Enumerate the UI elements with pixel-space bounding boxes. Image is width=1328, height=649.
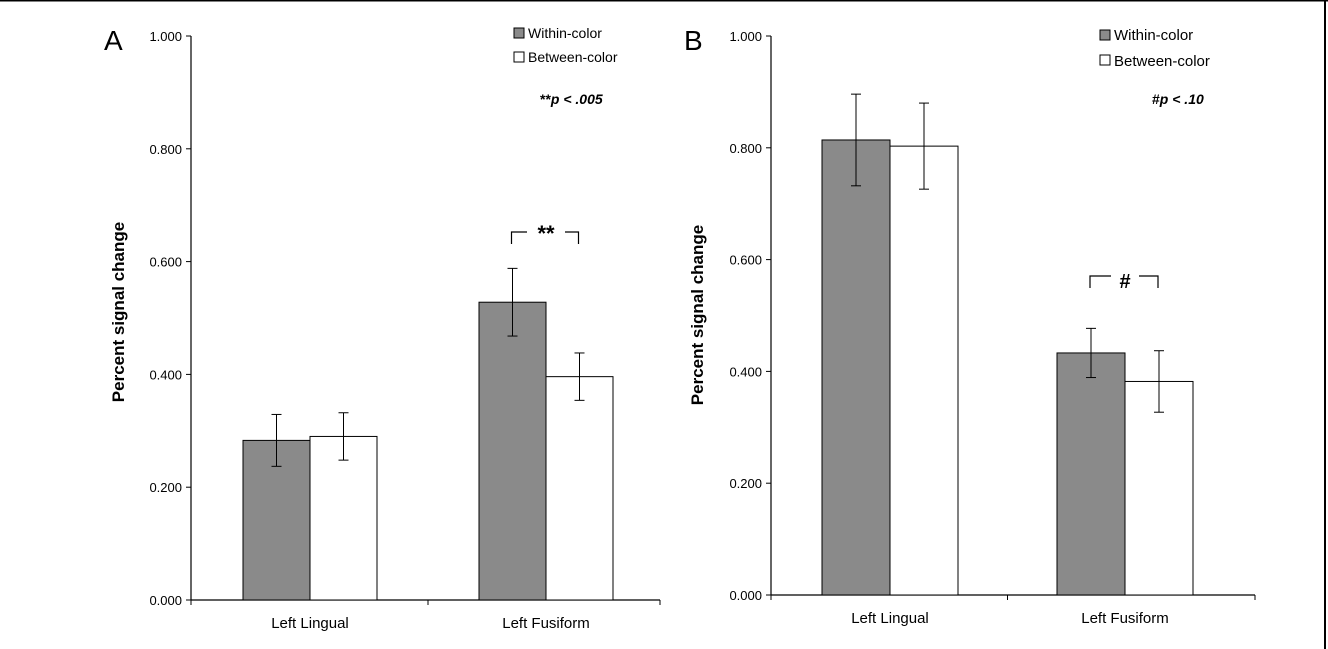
bar-between-color [889,145,959,596]
bar-between-color [1124,380,1194,596]
x-category-label: Left Lingual [271,615,349,632]
bar-between-color [309,435,378,601]
legend-label-between: Between-color [528,49,618,65]
y-tick-label: 0.400 [149,367,182,382]
bracket-marker: ** [537,221,555,246]
x-category-label: Left Lingual [851,610,929,627]
sig-text: p < .005 [550,91,603,107]
sig-text: p < .10 [1159,91,1204,107]
y-tick-label: 0.600 [149,255,182,270]
bar-within-color [821,139,891,596]
panel-a-significance-note: **p < .005 [540,91,603,107]
bar-between-color [545,376,614,601]
legend-swatch-between [1099,54,1111,66]
significance-bracket [510,231,580,244]
legend-swatch-within [513,27,525,39]
panel-b-x-categories: Left Lingual Left Fusiform [851,610,1169,627]
y-tick-label: 0.000 [149,593,182,608]
panel-a-x-categories: Left Lingual Left Fusiform [271,615,590,632]
legend-label-between: Between-color [1114,53,1210,70]
legend-swatch-within [1099,29,1111,41]
y-tick-label: 0.800 [149,142,182,157]
y-tick-label: 0.200 [729,476,762,491]
panel-a-ylabel: Percent signal change [109,222,128,402]
bracket-marker: # [1119,271,1130,293]
bar-within-color [478,301,547,601]
panel-a-legend: Within-color Between-color [513,25,618,65]
panel-a-y-ticks: 0.000 0.200 0.400 0.600 0.800 1.000 [149,29,182,608]
bar-within-color [242,439,311,601]
chart-panel-b: B Percent signal change 0.000 0.200 0.40… [684,25,1256,627]
panel-b-marks: # [766,35,1256,600]
panel-a-label: A [104,25,123,56]
chart-panel-a: A Percent signal change 0.000 0.200 0.40… [104,25,661,632]
y-tick-label: 0.600 [729,253,762,268]
legend-label-within: Within-color [528,25,602,41]
significance-bracket [1089,275,1159,288]
panel-b-legend: Within-color Between-color [1099,27,1210,70]
x-category-label: Left Fusiform [502,615,590,632]
panel-b-significance-note: #p < .10 [1152,91,1204,107]
y-tick-label: 0.000 [729,588,762,603]
x-category-label: Left Fusiform [1081,610,1169,627]
panel-a-marks: ** [186,35,661,605]
panel-b-ylabel: Percent signal change [688,225,707,405]
panel-b-label: B [684,25,703,56]
y-tick-label: 1.000 [149,29,182,44]
legend-label-within: Within-color [1114,27,1193,44]
bar-within-color [1056,352,1126,596]
y-tick-label: 0.200 [149,480,182,495]
y-tick-label: 0.800 [729,141,762,156]
y-tick-label: 1.000 [729,29,762,44]
sig-marker: ** [540,91,551,107]
sig-marker: # [1152,91,1160,107]
legend-swatch-between [513,51,525,63]
panel-b-y-ticks: 0.000 0.200 0.400 0.600 0.800 1.000 [729,29,762,603]
y-tick-label: 0.400 [729,364,762,379]
